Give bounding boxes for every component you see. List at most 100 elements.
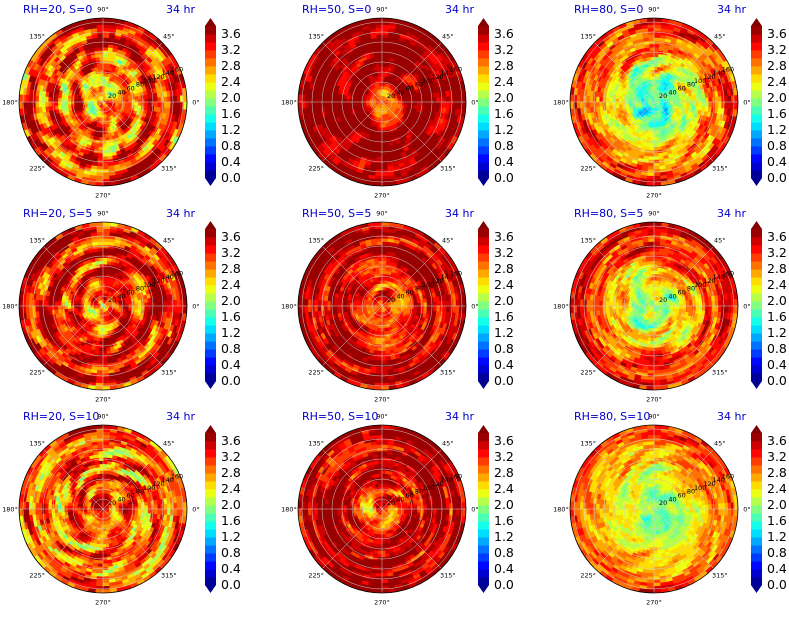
colorbar-segment <box>478 34 489 43</box>
angle-tick-label: 135° <box>29 237 45 245</box>
colorbar-segment <box>751 569 762 578</box>
angle-tick-label: 225° <box>308 164 324 172</box>
colorbar-segment <box>751 489 762 498</box>
colorbar-segment <box>751 146 762 155</box>
panel-title: RH=80, S=10 <box>574 410 651 423</box>
radial-tick-label: 60 <box>406 85 414 93</box>
colorbar-segment <box>205 529 216 538</box>
angular-grid-line <box>102 508 163 569</box>
angle-tick-label: 180° <box>553 303 569 311</box>
angle-tick-label: 315° <box>161 368 177 376</box>
colorbar-segment <box>205 577 216 586</box>
colorbar-segment <box>205 74 216 83</box>
colorbar-segment <box>751 349 762 358</box>
panel-time: 34 hr <box>445 207 474 220</box>
colorbar-segment <box>205 513 216 522</box>
colorbar-segment <box>478 561 489 570</box>
angular-grid-line <box>381 246 442 307</box>
colorbar-segment <box>205 170 216 179</box>
colormap-field <box>570 18 738 186</box>
colorbar-tick-label: 1.6 <box>221 513 241 528</box>
colorbar-segment <box>205 433 216 442</box>
colorbar-segment <box>205 441 216 450</box>
colorbar-segment <box>478 513 489 522</box>
colorbar-segment <box>751 154 762 163</box>
colorbar-segment <box>478 441 489 450</box>
colorbar <box>751 221 762 389</box>
colorbar-segment <box>478 106 489 115</box>
colorbar-segment <box>478 66 489 75</box>
colorbar <box>478 425 489 593</box>
angle-tick-label: 315° <box>712 368 728 376</box>
radial-tick-label: 40 <box>668 88 676 96</box>
panel-time: 34 hr <box>717 3 746 16</box>
colorbar-segment <box>751 513 762 522</box>
radial-tick-label: 40 <box>396 495 404 503</box>
colorbar-extend-max <box>751 18 762 26</box>
colorbar-tick-label: 0.4 <box>221 154 241 169</box>
radial-tick-label: 80 <box>415 285 423 293</box>
colorbar-segment <box>751 577 762 586</box>
colorbar-segment <box>751 293 762 302</box>
radial-tick-label: 40 <box>396 88 404 96</box>
colorbar <box>205 221 216 389</box>
radial-tick-label: 80 <box>415 81 423 89</box>
radial-tick-label: 20 <box>108 92 116 100</box>
colorbar-segment <box>205 154 216 163</box>
colorbar-segment <box>205 521 216 530</box>
angular-grid-line <box>594 246 655 307</box>
colormap-field <box>19 222 187 390</box>
colorbar-segment <box>751 357 762 366</box>
angular-grid-line <box>102 246 163 307</box>
colorbar-segment <box>751 285 762 294</box>
angular-grid-line <box>653 42 714 103</box>
colorbar-segment <box>205 489 216 498</box>
colorbar-tick-label: 1.6 <box>494 513 514 528</box>
colorbar-extend-max <box>478 425 489 433</box>
radial-tick-label: 100 <box>422 77 434 85</box>
colorbar-tick-label: 2.4 <box>767 277 787 292</box>
angular-grid-line <box>322 508 383 569</box>
radial-tick-label: 100 <box>694 77 706 85</box>
angle-tick-label: 315° <box>712 571 728 579</box>
colorbar-segment <box>478 170 489 179</box>
radial-tick-label: 20 <box>387 499 395 507</box>
colorbar-segment <box>205 293 216 302</box>
colorbar-segment <box>478 138 489 147</box>
angular-grid-line <box>594 42 655 103</box>
colorbar-segment <box>751 245 762 254</box>
colorbar-extend-max <box>478 18 489 26</box>
panel-title: RH=50, S=0 <box>302 3 372 16</box>
radial-tick-label: 40 <box>117 495 125 503</box>
angle-tick-label: 45° <box>442 440 454 448</box>
radial-tick-label: 80 <box>136 285 144 293</box>
angle-tick-label: 45° <box>442 33 454 41</box>
colorbar-tick-label: 2.4 <box>767 74 787 89</box>
colorbar-tick-label: 2.4 <box>494 277 514 292</box>
polar-frame <box>569 424 739 594</box>
angle-tick-label: 45° <box>163 440 175 448</box>
colorbar-tick-label: 3.6 <box>494 229 514 244</box>
angle-tick-label: 315° <box>161 164 177 172</box>
colorbar-segment <box>205 229 216 238</box>
angle-tick-label: 270° <box>374 396 390 404</box>
colorbar-segment <box>478 74 489 83</box>
colorbar-segment <box>205 122 216 131</box>
angle-tick-label: 270° <box>374 192 390 200</box>
angle-tick-label: 180° <box>281 303 297 311</box>
colorbar-segment <box>751 341 762 350</box>
panel-title: RH=50, S=10 <box>302 410 379 423</box>
panel-time: 34 hr <box>445 3 474 16</box>
angular-grid-line <box>43 508 104 569</box>
angle-tick-label: 270° <box>95 396 111 404</box>
angle-tick-label: 315° <box>440 164 456 172</box>
angle-tick-label: 0° <box>743 99 750 107</box>
colorbar-tick-label: 2.4 <box>494 74 514 89</box>
radial-tick-label: 80 <box>687 81 695 89</box>
colorbar-extend-max <box>205 18 216 26</box>
radial-tick-label: 160 <box>722 65 734 73</box>
panel-title: RH=80, S=5 <box>574 207 644 220</box>
colorbar-segment <box>751 130 762 139</box>
colorbar-segment <box>751 553 762 562</box>
